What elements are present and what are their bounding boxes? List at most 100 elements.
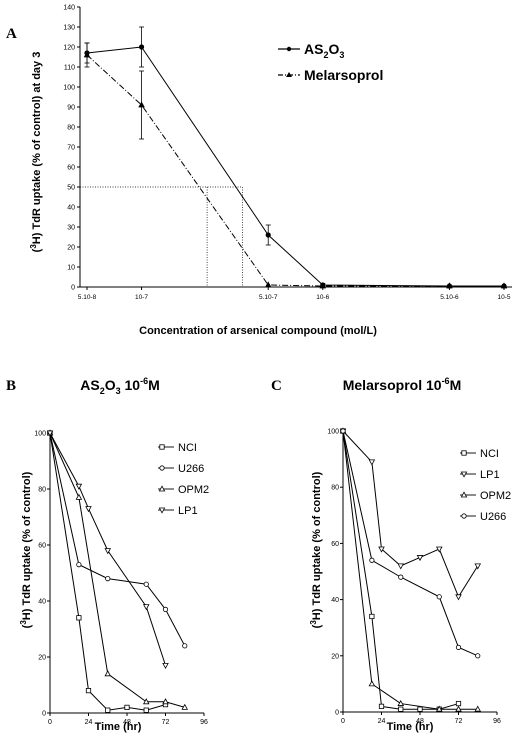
panel-b-ytick-label: 20	[38, 655, 46, 662]
panel-a-series-as2o3-line	[86, 46, 504, 287]
panel-c-series-opm2-point	[435, 705, 443, 712]
panel-a-legend: AS2O3 Melarsoprol	[278, 41, 383, 83]
legend-as2o3-label: AS2O3	[304, 41, 344, 60]
panel-c-series-lp1-point	[397, 563, 405, 570]
panel-a-ytick-label: 90	[67, 105, 75, 112]
panel-b-series-lp1-point	[75, 483, 83, 490]
panel-c-ytick-label: 100	[327, 429, 339, 436]
panel-b-legend-nci-label: NCI	[178, 442, 197, 454]
panel-c-xtick-label: 96	[493, 718, 501, 725]
panel-b-series-opm2-point	[142, 698, 150, 705]
panel-b-ytick-label: 40	[38, 599, 46, 606]
panel-b-legend-opm2-marker-icon	[158, 485, 166, 492]
panel-a-series-melarsoprol-line	[86, 54, 504, 287]
panel-a-xtick-label: 10-7	[135, 294, 148, 301]
panel-a-ytick-label: 60	[67, 165, 75, 172]
panel-a-xtick-label: 10-6	[316, 294, 329, 301]
panel-b-ytick-label: 0	[42, 711, 46, 718]
panel-b-series-nci-line	[49, 432, 166, 711]
panel-c-series-lp1-line	[342, 430, 479, 598]
panel-b-series-u266-point	[105, 575, 111, 582]
panel-c-series-opm2-point	[474, 705, 482, 712]
panel-c-legend-nci-marker-icon	[461, 450, 467, 456]
panel-a-xtick-label: 5.10-8	[78, 294, 97, 301]
panel-b-legend-nci-marker-icon	[159, 444, 165, 450]
panel-a-ytick-label: 50	[67, 185, 75, 192]
panel-letter-a: A	[6, 26, 17, 42]
chart-marks: 0 10 20 30 40 50 60 70 80 90 100 110 120 130 140 5.10-8…	[34, 5, 512, 726]
panel-c-ylabel: (3H) TdR uptake (% of control)	[309, 471, 323, 628]
panel-letter-b: B	[6, 378, 16, 394]
panel-c-ytick-label: 80	[331, 485, 339, 492]
panel-c-legend-opm2-label: OPM2	[480, 490, 511, 502]
panel-c-series-lp1-point	[474, 563, 482, 570]
panel-c-series-opm2-line	[342, 430, 478, 710]
panel-b-series-nci-point	[143, 707, 149, 713]
panel-c-series-u266-line	[342, 430, 478, 657]
panel-b-series-lp1-point	[46, 430, 54, 437]
panel-a-series-melarsoprol-point	[319, 282, 327, 289]
panel-b-series-lp1-point	[162, 663, 169, 670]
panel-c-legend-lp1-label: LP1	[480, 469, 500, 481]
panel-b-series-lp1-point	[104, 548, 112, 555]
panel-b-series-opm2-point	[162, 698, 169, 705]
panel-b-ytick-label: 60	[38, 543, 46, 550]
panel-c-xlabel: Time (hr)	[387, 721, 434, 733]
panel-c-series-nci-point	[398, 706, 404, 712]
panel-c-series-lp1-point	[416, 555, 424, 562]
panel-a-series-melarsoprol-point	[500, 282, 508, 289]
panel-c-title: Melarsoprol 10-6M	[343, 376, 462, 393]
panel-c-ytick-label: 20	[331, 653, 339, 660]
panel-b-series-lp1-line	[49, 432, 166, 666]
panel-a-ytick-label: 20	[67, 245, 75, 252]
panel-b-ytick-label: 80	[38, 487, 46, 494]
panel-b-series-u266-line	[49, 432, 186, 647]
panel-a-series-melarsoprol-point	[83, 51, 91, 58]
panel-a-ytick-label: 110	[64, 65, 75, 72]
panel-a-ytick-label: 130	[63, 25, 75, 32]
panel-b-series-opm2-point	[181, 703, 189, 710]
legend-as2o3-marker-icon	[286, 46, 292, 52]
panel-b-xtick-label: 96	[200, 719, 208, 726]
panel-b-xtick-label: 0	[48, 719, 52, 726]
panel-c-series-u266-point	[455, 644, 462, 650]
panel-c-ytick-label: 0	[335, 710, 339, 717]
legend-melarsoprol-label: Melarsoprol	[304, 67, 383, 83]
panel-c-series-u266-point	[398, 574, 404, 580]
panel-c-series-nci-point	[455, 700, 462, 707]
panel-b-legend-u266-marker-icon	[159, 465, 165, 471]
panel-a-xtick-label: 5.10-7	[259, 294, 278, 301]
panel-a-series-melarsoprol-point	[138, 101, 145, 108]
panel-c-ytick-label: 40	[331, 597, 339, 604]
panel-b-series-u266-point	[182, 643, 188, 649]
panel-c-legend-nci-label: NCI	[480, 448, 499, 460]
panel-b-series-u266-point	[143, 581, 149, 587]
panel-b-legend-lp1-label: LP1	[178, 505, 198, 517]
panel-c-series-nci-line	[342, 430, 459, 710]
panel-a-ytick-label: 10	[67, 265, 75, 272]
panel-c-series-nci-point	[378, 703, 385, 709]
panel-c-legend-u266-label: U266	[480, 511, 506, 523]
panel-letter-c: C	[271, 378, 282, 394]
panel-b-series-u266-point	[162, 606, 169, 613]
panel-c-xtick-label: 72	[455, 718, 463, 725]
panel-b-series-opm2-line	[49, 432, 185, 708]
panel-c-legend-lp1-marker-icon	[460, 471, 468, 478]
panel-b-series-opm2-point	[104, 670, 112, 677]
panel-c-series-u266-point	[475, 653, 481, 659]
panel-c-xtick-label: 24	[378, 718, 386, 725]
panel-c-series-lp1-point	[435, 546, 443, 553]
panel-c-series-u266-point	[369, 557, 375, 563]
panel-b-legend-u266-label: U266	[178, 463, 204, 475]
panel-b-xlabel: Time (hr)	[95, 721, 142, 733]
panel-c-series-nci-point	[417, 706, 423, 712]
panel-b-title: AS2O3 10-6M	[80, 376, 160, 396]
panel-b-xtick-label: 48	[123, 719, 131, 726]
panel-c-xtick-label: 48	[416, 718, 424, 725]
panel-b-series-nci-point	[85, 688, 92, 694]
panel-b-series-opm2-point	[75, 493, 83, 500]
panel-a-ytick-label: 80	[67, 125, 75, 132]
panel-c-series-u266-point	[340, 428, 346, 434]
panel-b-series-nci-point	[76, 615, 82, 621]
